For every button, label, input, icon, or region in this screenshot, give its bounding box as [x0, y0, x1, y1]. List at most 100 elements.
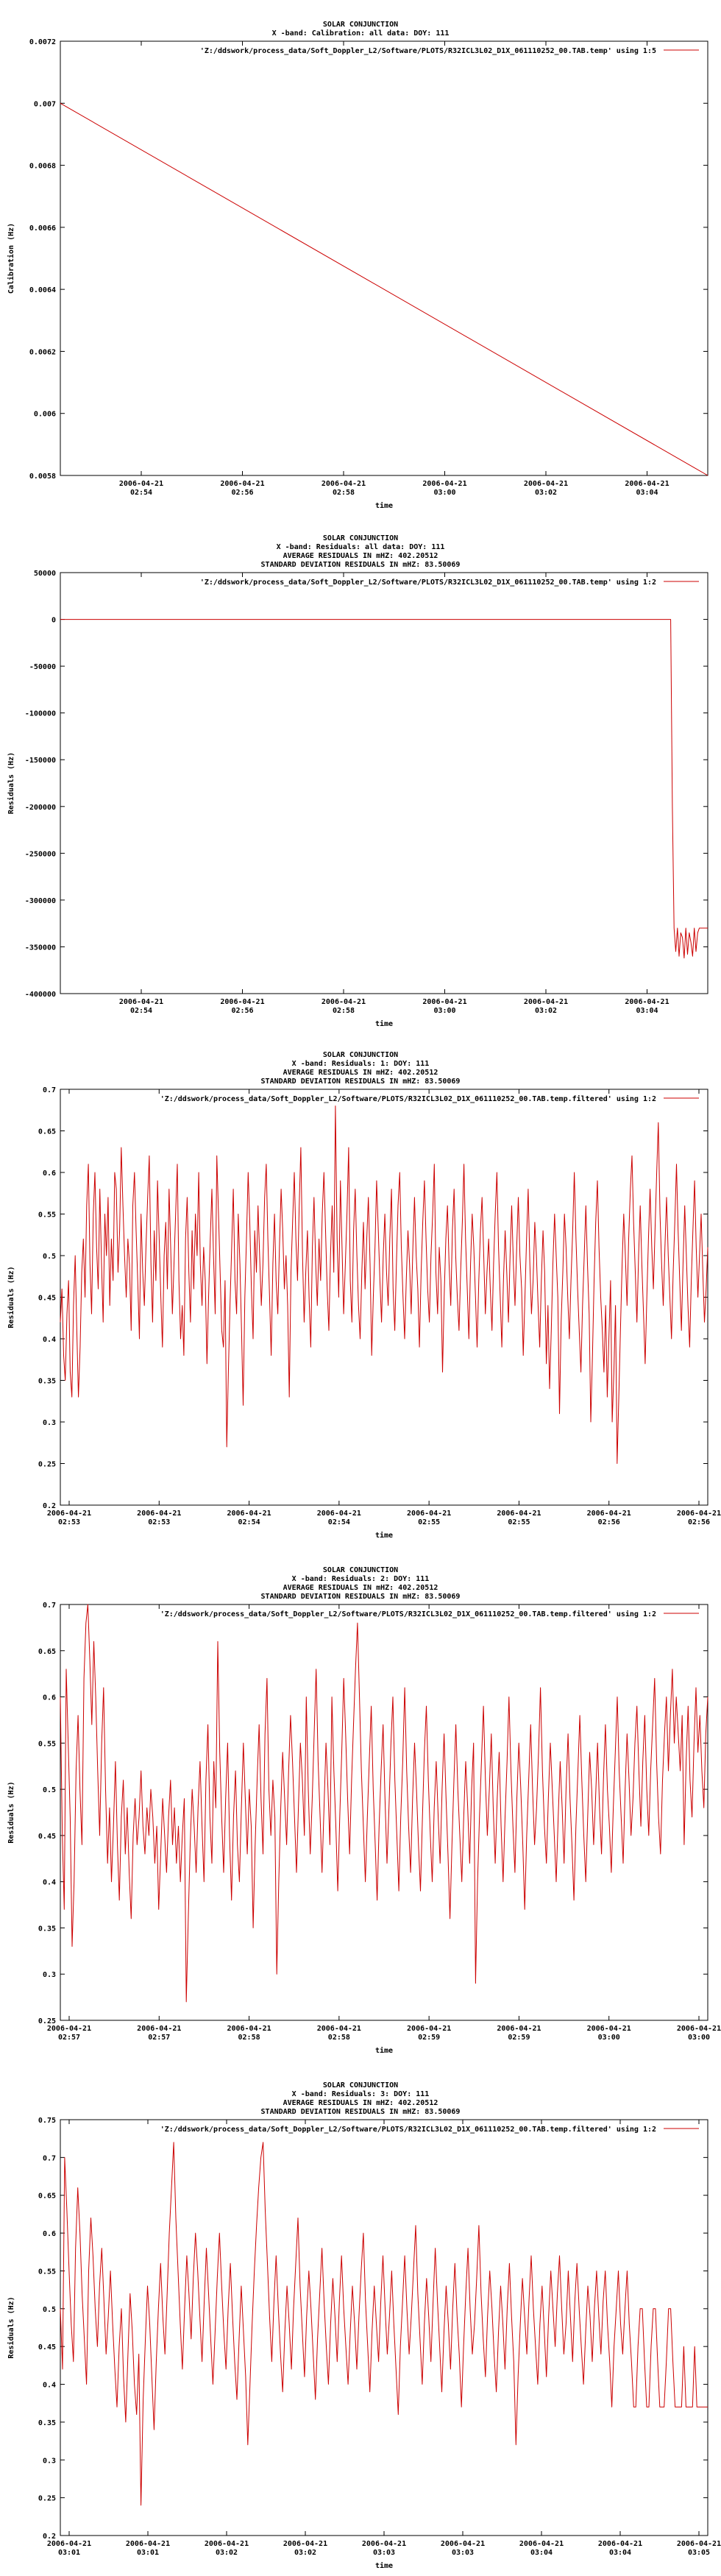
y-axis-label: Residuals (Hz) — [7, 1266, 15, 1328]
x-tick-time: 03:00 — [433, 1007, 455, 1015]
series-line — [60, 619, 708, 959]
x-axis-label: time — [375, 501, 393, 510]
x-tick-date: 2006-04-21 — [587, 2025, 631, 2033]
x-tick-date: 2006-04-21 — [47, 2540, 91, 2548]
y-tick-label: 0.65 — [38, 1128, 56, 1136]
x-tick-date: 2006-04-21 — [47, 1510, 91, 1518]
y-tick-label: 0.4 — [43, 1336, 56, 1344]
chart-title-line: AVERAGE RESIDUALS IN mHZ: 402.20512 — [283, 1584, 438, 1592]
x-tick-date: 2006-04-21 — [47, 2025, 91, 2033]
chart-title-line: X -band: Calibration: all data: DOY: 111 — [272, 29, 450, 38]
x-axis-label: time — [375, 2561, 393, 2570]
plot-frame — [60, 1604, 708, 2021]
plot-frame — [60, 40, 708, 476]
x-tick-date: 2006-04-21 — [317, 2025, 361, 2033]
y-tick-label: 0.2 — [43, 1502, 56, 1510]
chart-title-line: X -band: Residuals: 2: DOY: 111 — [292, 1574, 430, 1583]
x-tick-time: 03:00 — [688, 2034, 710, 2042]
x-tick-date: 2006-04-21 — [625, 480, 669, 488]
y-tick-label: 0.25 — [38, 2017, 56, 2025]
chart-title-line: STANDARD DEVIATION RESIDUALS IN mHZ: 83.… — [261, 1078, 461, 1086]
x-tick-time: 02:56 — [598, 1518, 620, 1526]
chart-title-line: X -band: Residuals: all data: DOY: 111 — [277, 542, 445, 551]
x-tick-time: 03:00 — [433, 489, 455, 497]
legend-label: 'Z:/ddswork/process_data/Soft_Doppler_L2… — [160, 1610, 656, 1618]
y-tick-label: 0.45 — [38, 1295, 56, 1303]
x-tick-time: 02:54 — [328, 1518, 350, 1526]
y-axis-label: Residuals (Hz) — [7, 1781, 15, 1843]
y-tick-label: 0.55 — [38, 2268, 56, 2276]
y-tick-label: 0.6 — [43, 1694, 56, 1702]
y-tick-label: 0.2 — [43, 2533, 56, 2541]
x-tick-time: 02:58 — [333, 489, 355, 497]
x-tick-time: 02:58 — [328, 2034, 350, 2042]
x-tick-date: 2006-04-21 — [422, 480, 466, 488]
x-tick-time: 02:57 — [58, 2034, 80, 2042]
x-tick-date: 2006-04-21 — [362, 2540, 406, 2548]
y-tick-label: 0.0062 — [29, 348, 56, 356]
x-tick-time: 03:02 — [535, 489, 557, 497]
y-axis-label: Residuals (Hz) — [7, 2296, 15, 2358]
y-tick-label: -300000 — [25, 897, 56, 905]
x-tick-date: 2006-04-21 — [497, 1510, 541, 1518]
y-tick-label: 0.35 — [38, 2419, 56, 2427]
y-tick-label: 0.3 — [43, 2457, 56, 2465]
x-tick-date: 2006-04-21 — [497, 2025, 541, 2033]
x-tick-date: 2006-04-21 — [598, 2540, 642, 2548]
x-tick-time: 03:04 — [530, 2549, 553, 2557]
x-tick-date: 2006-04-21 — [283, 2540, 327, 2548]
chart-title-line: SOLAR CONJUNCTION — [323, 534, 398, 542]
x-tick-date: 2006-04-21 — [407, 2025, 451, 2033]
y-tick-label: 0.7 — [43, 1602, 56, 1610]
x-tick-time: 02:53 — [58, 1518, 80, 1526]
x-tick-date: 2006-04-21 — [441, 2540, 485, 2548]
chart-title-line: STANDARD DEVIATION RESIDUALS IN mHZ: 83.… — [261, 561, 461, 569]
plot-frame — [60, 572, 708, 994]
legend-label: 'Z:/ddswork/process_data/Soft_Doppler_L2… — [200, 578, 656, 587]
y-tick-label: 0.25 — [38, 2495, 56, 2503]
y-tick-label: 0.0068 — [29, 163, 56, 171]
x-tick-time: 02:56 — [231, 1007, 253, 1015]
legend-label: 'Z:/ddswork/process_data/Soft_Doppler_L2… — [200, 46, 656, 55]
series-line — [60, 1105, 708, 1464]
x-tick-time: 03:03 — [373, 2549, 395, 2557]
x-tick-date: 2006-04-21 — [317, 1510, 361, 1518]
x-tick-time: 02:55 — [508, 1518, 530, 1526]
y-tick-label: 0.5 — [43, 1253, 56, 1261]
x-tick-time: 03:04 — [609, 2549, 631, 2557]
y-tick-label: 0.35 — [38, 1378, 56, 1386]
x-tick-date: 2006-04-21 — [220, 480, 264, 488]
y-tick-label: 0.3 — [43, 1971, 56, 1979]
y-tick-label: 0.55 — [38, 1211, 56, 1220]
y-tick-label: -50000 — [29, 663, 56, 671]
chart-title-line: SOLAR CONJUNCTION — [323, 1566, 398, 1574]
y-tick-label: 0.65 — [38, 1648, 56, 1656]
y-tick-label: 0 — [52, 617, 56, 625]
x-tick-date: 2006-04-21 — [519, 2540, 564, 2548]
chart-title-line: X -band: Residuals: 1: DOY: 111 — [292, 1059, 430, 1068]
y-tick-label: 0.7 — [43, 2154, 56, 2162]
x-tick-time: 02:56 — [231, 489, 253, 497]
chart-title-line: X -band: Residuals: 3: DOY: 111 — [292, 2090, 430, 2098]
x-tick-time: 03:02 — [535, 1007, 557, 1015]
y-tick-label: 0.5 — [43, 2306, 56, 2314]
x-tick-time: 02:53 — [148, 1518, 170, 1526]
y-tick-label: 0.0058 — [29, 473, 56, 481]
x-tick-time: 02:59 — [418, 2034, 440, 2042]
y-tick-label: -350000 — [25, 944, 56, 952]
x-axis-label: time — [375, 2046, 393, 2055]
x-tick-date: 2006-04-21 — [220, 998, 264, 1006]
y-tick-label: 0.3 — [43, 1419, 56, 1427]
x-tick-date: 2006-04-21 — [119, 998, 163, 1006]
y-tick-label: 0.4 — [43, 2382, 56, 2390]
chart-title-line: STANDARD DEVIATION RESIDUALS IN mHZ: 83.… — [261, 1593, 461, 1601]
x-tick-time: 03:04 — [636, 1007, 658, 1015]
chart-title-line: AVERAGE RESIDUALS IN mHZ: 402.20512 — [283, 2099, 438, 2107]
x-tick-date: 2006-04-21 — [524, 998, 568, 1006]
chart-title-line: SOLAR CONJUNCTION — [323, 21, 398, 29]
x-tick-time: 02:59 — [508, 2034, 530, 2042]
y-tick-label: 0.007 — [34, 100, 56, 108]
y-tick-label: 0.5 — [43, 1786, 56, 1794]
